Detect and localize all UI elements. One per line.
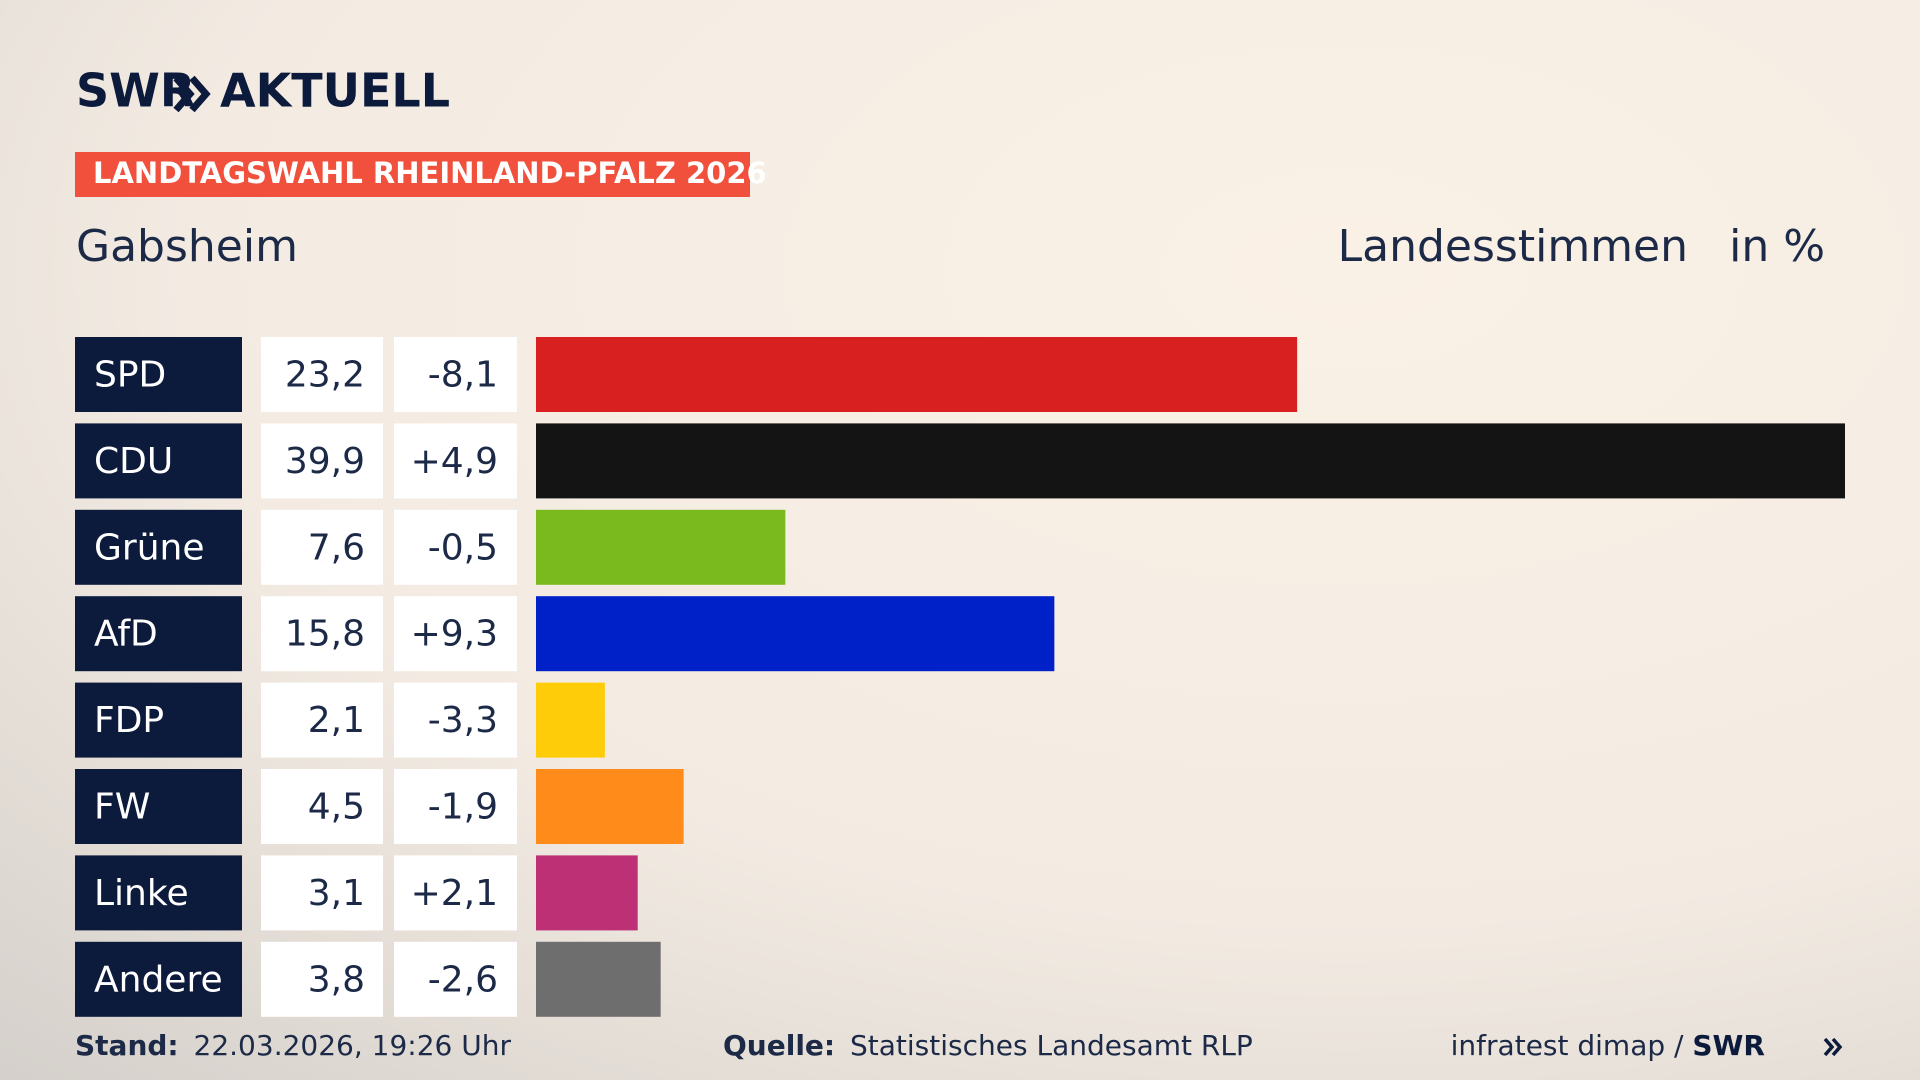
value-box: [261, 423, 383, 499]
footer-credit: infratest dimap / SWR: [1451, 1029, 1765, 1062]
value-box: [261, 337, 383, 412]
bar: [536, 337, 1298, 412]
party-box: [75, 769, 242, 844]
value-label: 23,2: [285, 355, 365, 396]
bar: [536, 596, 1055, 672]
value-box: [261, 941, 383, 1017]
stand: 22.03.2026, 19:26 Uhr: [194, 1029, 512, 1062]
value-box: [261, 682, 383, 758]
measure: Landesstimmen: [1338, 221, 1688, 272]
value-box: [261, 769, 383, 844]
unit: in %: [1729, 221, 1825, 272]
party-label: CDU: [94, 441, 173, 482]
party-box: [75, 596, 242, 672]
change-box: [394, 596, 517, 672]
value-label: 15,8: [285, 614, 365, 655]
party-box: [75, 509, 242, 585]
credit: infratest dimap /: [1451, 1029, 1693, 1062]
banner: LANDTAGSWAHL RHEINLAND-PFALZ 2026: [93, 156, 767, 190]
party-box: [75, 423, 242, 499]
change-label: -2,6: [428, 959, 498, 1000]
change-label: -8,1: [428, 355, 498, 396]
bar: [536, 855, 638, 931]
party-label: Linke: [94, 873, 189, 914]
party-box: [75, 941, 242, 1017]
party-label: SPD: [94, 355, 166, 396]
value-box: [261, 509, 383, 585]
change-label: -3,3: [428, 700, 498, 741]
logo-right: AKTUELL: [220, 64, 450, 118]
source: Statistisches Landesamt RLP: [850, 1029, 1253, 1062]
bar: [536, 769, 684, 844]
bar: [536, 509, 786, 585]
logo-chevrons: [173, 75, 211, 113]
value-label: 2,1: [308, 700, 365, 741]
bar: [536, 423, 1845, 499]
party-box: [75, 682, 242, 758]
change-box: [394, 769, 517, 844]
bar: [536, 941, 661, 1017]
change-label: -0,5: [428, 527, 498, 568]
change-label: +4,9: [411, 441, 498, 482]
party-box: [75, 855, 242, 931]
party-box: [75, 337, 242, 412]
party-label: Grüne: [94, 527, 204, 568]
chart-title: Gabsheim: [76, 221, 298, 272]
value-label: 4,5: [308, 787, 365, 828]
party-label: Andere: [94, 959, 223, 1000]
value-label: 3,1: [308, 873, 365, 914]
value-label: 39,9: [285, 441, 365, 482]
change-label: -1,9: [428, 787, 498, 828]
source-label: Quelle:: [723, 1029, 835, 1062]
party-label: FDP: [94, 700, 164, 741]
party-label: FW: [94, 787, 150, 828]
change-label: +9,3: [411, 614, 498, 655]
change-box: [394, 509, 517, 585]
credit-brand: SWR: [1692, 1029, 1765, 1062]
rows: SPD 23,2 -8,1 CDU 39,9 +4,9 Grüne 7,6 -0,5 AfD 15,…: [75, 337, 1845, 1017]
party-label: AfD: [94, 614, 158, 655]
change-box: [394, 682, 517, 758]
stand-label: Stand:: [75, 1029, 179, 1062]
change-label: +2,1: [411, 873, 498, 914]
footer-stand: Stand: 22.03.2026, 19:26 Uhr: [75, 1029, 511, 1062]
change-box: [394, 337, 517, 412]
change-box: [394, 423, 517, 499]
bar: [536, 682, 605, 758]
value-label: 3,8: [308, 959, 365, 1000]
footer-source: Quelle: Statistisches Landesamt RLP: [723, 1029, 1253, 1062]
credit-chevrons: [1823, 1037, 1843, 1057]
change-box: [394, 855, 517, 931]
banner-box: [75, 152, 750, 197]
value-box: [261, 596, 383, 672]
change-box: [394, 941, 517, 1017]
value-label: 7,6: [308, 527, 365, 568]
value-box: [261, 855, 383, 931]
